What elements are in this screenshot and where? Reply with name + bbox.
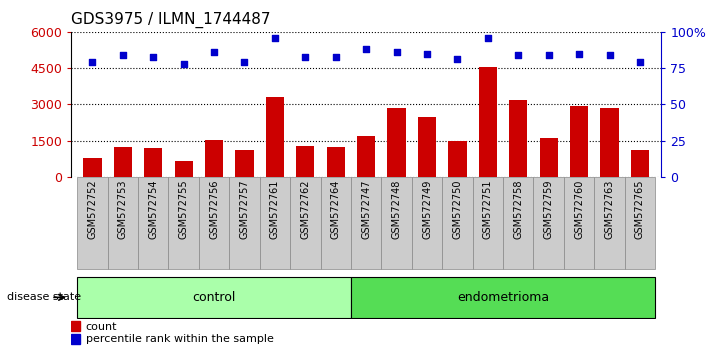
Bar [290,177,321,269]
Text: GDS3975 / ILMN_1744487: GDS3975 / ILMN_1744487 [71,12,271,28]
Point [269,35,281,40]
Point [422,51,433,57]
Bar [77,277,351,318]
Bar [138,177,169,269]
Bar [144,148,162,177]
Bar [266,97,284,177]
Bar [83,158,102,177]
Text: control: control [193,291,236,304]
Bar [107,177,138,269]
Text: GSM572753: GSM572753 [118,180,128,239]
Bar [114,147,132,177]
Text: GSM572762: GSM572762 [300,180,310,239]
Point [573,51,584,57]
Point [360,46,372,52]
Point [391,49,402,55]
Bar [351,277,655,318]
Text: GSM572751: GSM572751 [483,180,493,239]
Bar [381,177,412,269]
Bar [625,177,655,269]
Point [482,35,493,40]
Point [513,52,524,58]
Point [239,59,250,65]
Text: GSM572747: GSM572747 [361,180,371,239]
Bar [449,141,466,177]
Bar [71,334,80,344]
Bar [205,140,223,177]
Bar [235,150,254,177]
Bar [479,67,497,177]
Bar [260,177,290,269]
Bar [326,147,345,177]
Text: GSM572748: GSM572748 [392,180,402,239]
Bar [594,177,625,269]
Bar [387,108,406,177]
Text: endometrioma: endometrioma [457,291,549,304]
Bar [169,177,199,269]
Point [208,49,220,55]
Text: GSM572756: GSM572756 [209,180,219,239]
Point [178,61,189,67]
Text: GSM572749: GSM572749 [422,180,432,239]
Bar [503,177,533,269]
Bar [229,177,260,269]
Text: GSM572752: GSM572752 [87,180,97,239]
Bar [71,321,80,331]
Point [451,57,463,62]
Bar [412,177,442,269]
Text: GSM572763: GSM572763 [604,180,614,239]
Bar [77,177,107,269]
Bar [296,145,314,177]
Bar [442,177,473,269]
Text: GSM572758: GSM572758 [513,180,523,239]
Bar [509,99,528,177]
Text: GSM572750: GSM572750 [452,180,462,239]
Bar [600,108,619,177]
Bar [473,177,503,269]
Text: GSM572754: GSM572754 [148,180,159,239]
Text: disease state: disease state [7,292,81,302]
Bar [321,177,351,269]
Point [604,52,615,58]
Text: GSM572760: GSM572760 [574,180,584,239]
Bar [174,161,193,177]
Bar [564,177,594,269]
Text: GSM572757: GSM572757 [240,180,250,239]
Text: count: count [86,321,117,332]
Bar [199,177,229,269]
Text: percentile rank within the sample: percentile rank within the sample [86,334,274,344]
Bar [631,150,649,177]
Text: GSM572764: GSM572764 [331,180,341,239]
Point [543,52,555,58]
Text: GSM572759: GSM572759 [544,180,554,239]
Point [330,54,341,59]
Text: GSM572755: GSM572755 [178,180,188,239]
Bar [570,105,588,177]
Bar [357,136,375,177]
Bar [418,116,436,177]
Point [148,54,159,59]
Text: GSM572761: GSM572761 [270,180,280,239]
Bar [540,138,558,177]
Point [299,54,311,59]
Point [634,59,646,65]
Bar [533,177,564,269]
Text: GSM572765: GSM572765 [635,180,645,239]
Point [117,52,129,58]
Point [87,59,98,65]
Bar [351,177,381,269]
